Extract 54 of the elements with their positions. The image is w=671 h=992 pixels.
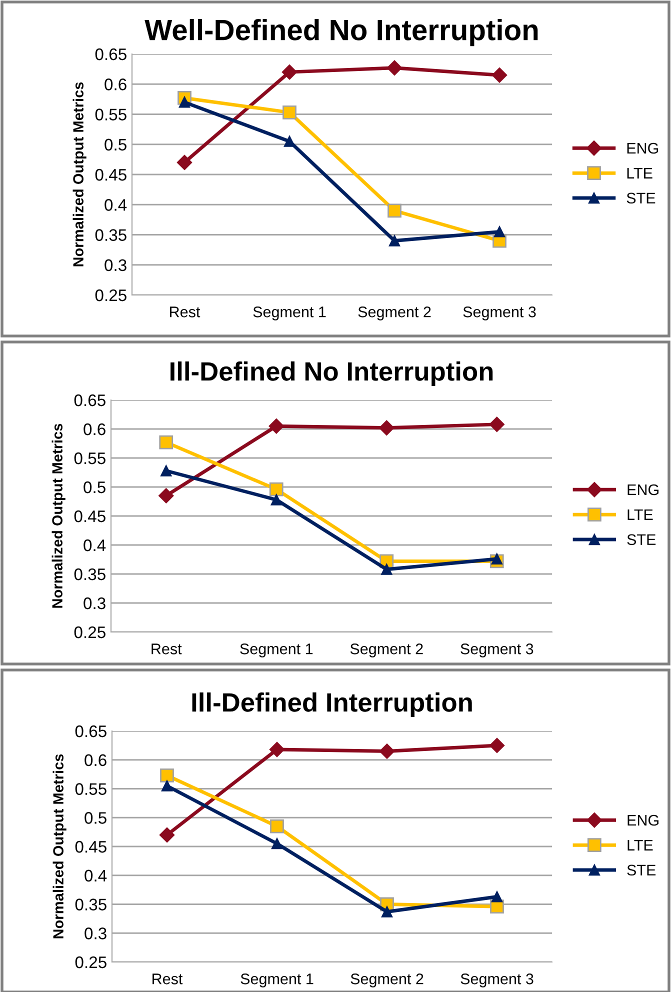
y-tick-label: 0.35 <box>75 898 106 910</box>
legend-label: LTE <box>627 168 652 178</box>
x-tick-label: Rest <box>152 644 182 654</box>
legend-label: ENG <box>627 142 658 154</box>
y-tick-label: 0.45 <box>75 840 106 853</box>
chart-title: Ill-Defined No Interruption <box>170 361 493 386</box>
x-tick-label: Segment 2 <box>350 974 424 988</box>
y-tick-label: 0.65 <box>95 48 126 60</box>
y-axis-title: Normalized Output Metrics <box>52 754 66 938</box>
y-tick-label: 0.35 <box>95 229 126 241</box>
y-tick-label: 0.4 <box>84 870 107 882</box>
y-tick-label: 0.5 <box>84 481 106 494</box>
legend-label: STE <box>627 534 656 546</box>
x-tick-label: Segment 3 <box>463 306 536 320</box>
x-tick-label: Segment 3 <box>460 974 534 988</box>
legend-label: ENG <box>628 814 658 826</box>
legend-label: STE <box>626 192 656 204</box>
y-tick-label: 0.6 <box>84 754 106 766</box>
y-tick-label: 0.45 <box>95 168 126 181</box>
x-tick-label: Segment 1 <box>240 974 314 988</box>
y-tick-label: 0.6 <box>84 423 106 436</box>
y-axis-title: Normalized Output Metrics <box>52 424 66 608</box>
y-tick-label: 0.35 <box>74 568 106 580</box>
legend-label: LTE <box>628 840 653 850</box>
y-tick-label: 0.25 <box>75 956 106 968</box>
y-tick-label: 0.65 <box>74 394 106 406</box>
chart-title: Ill-Defined Interruption <box>192 692 472 718</box>
x-tick-label: Segment 2 <box>350 644 423 658</box>
y-tick-label: 0.45 <box>74 510 106 522</box>
y-tick-label: 0.65 <box>75 725 106 738</box>
y-tick-label: 0.5 <box>104 138 126 151</box>
x-tick-label: Segment 1 <box>240 644 313 658</box>
y-tick-label: 0.5 <box>84 812 106 824</box>
legend-label: STE <box>627 864 656 876</box>
x-tick-label: Segment 1 <box>253 306 326 320</box>
y-tick-label: 0.55 <box>74 452 106 464</box>
x-tick-label: Segment 2 <box>358 306 431 320</box>
y-axis-title: Normalized Output Metrics <box>72 82 86 266</box>
y-tick-label: 0.25 <box>74 626 106 638</box>
y-tick-label: 0.55 <box>95 108 126 120</box>
y-tick-label: 0.4 <box>84 539 106 552</box>
y-tick-label: 0.55 <box>75 783 106 795</box>
x-tick-label: Segment 3 <box>460 644 534 658</box>
y-tick-label: 0.6 <box>104 78 126 90</box>
chart-title: Well-Defined No Interruption <box>144 18 538 46</box>
y-tick-label: 0.3 <box>84 928 106 940</box>
x-tick-label: Rest <box>152 974 183 984</box>
y-tick-label: 0.25 <box>95 289 126 302</box>
y-tick-label: 0.3 <box>84 597 106 610</box>
y-tick-label: 0.3 <box>104 259 126 272</box>
x-tick-label: Rest <box>170 306 200 318</box>
y-tick-label: 0.4 <box>104 199 127 211</box>
legend-label: LTE <box>628 509 653 520</box>
legend-label: ENG <box>628 484 658 496</box>
